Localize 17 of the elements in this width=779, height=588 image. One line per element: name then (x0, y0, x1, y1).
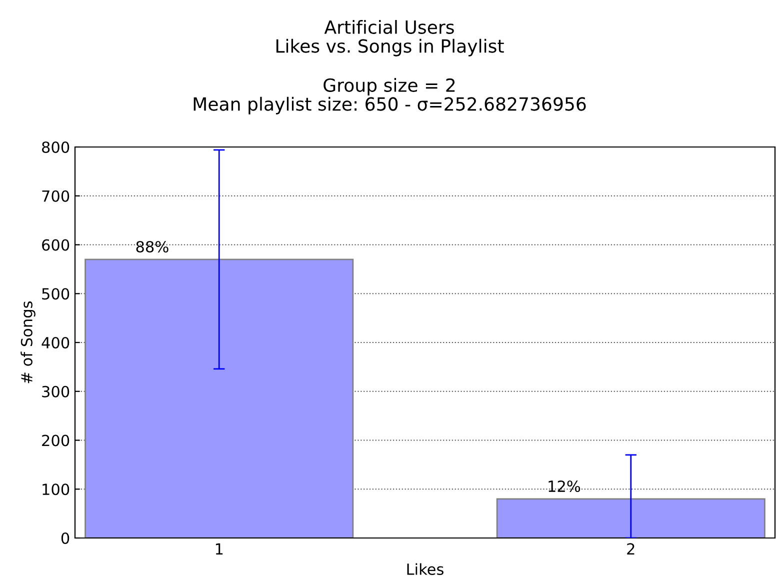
y-tick-label: 100 (42, 484, 70, 496)
chart-subtitle: Group size = 2 Mean playlist size: 650 - σ=252.682736956 (194, 78, 586, 114)
annotation: 12% (548, 480, 580, 492)
y-tick-label: 700 (42, 190, 70, 202)
x-tick-label: 1 (216, 543, 223, 554)
y-tick-label: 600 (42, 239, 70, 251)
y-tick-label: 200 (42, 434, 70, 446)
y-tick-label: 500 (42, 288, 70, 300)
x-axis-title: Likes (407, 563, 444, 576)
y-tick-label: 400 (42, 336, 70, 349)
y-tick-label: 800 (42, 141, 70, 154)
y-tick-label: 300 (42, 386, 70, 398)
annotation: 88% (136, 240, 168, 253)
y-tick-label: 0 (61, 532, 70, 544)
y-axis-title: # of Songs (20, 301, 36, 384)
x-tick-label: 2 (627, 543, 634, 554)
chart-title: Artificial Users Likes vs. Songs in Playlist (276, 20, 504, 56)
